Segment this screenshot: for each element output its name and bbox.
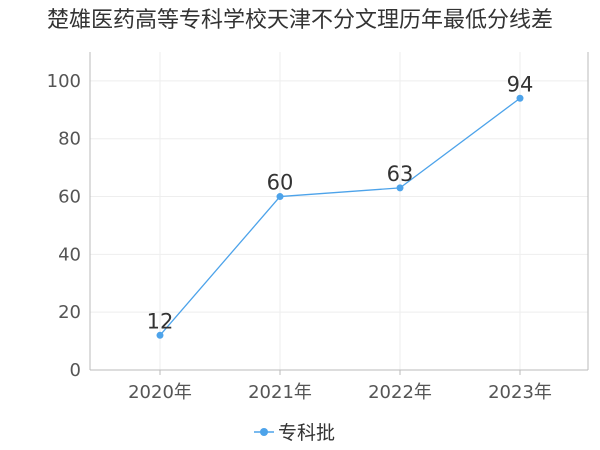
legend-label: 专科批 (278, 422, 335, 444)
data-point-0 (156, 331, 164, 339)
chart-title: 楚雄医药高等专科学校天津不分文理历年最低分线差 (47, 8, 553, 33)
y-tick-label-0: 0 (70, 360, 81, 381)
y-tick-label-2: 40 (58, 244, 81, 265)
legend-swatch-marker (260, 428, 268, 436)
x-tick-label-1: 2021年 (248, 382, 312, 403)
y-tick-label-5: 100 (47, 71, 81, 92)
axis-layer: 0 20 40 60 80 100 2020年 2021年 2022年 2023年 (47, 52, 589, 403)
data-label-0: 12 (147, 309, 174, 333)
data-label-layer: 12 60 63 94 (147, 72, 534, 333)
y-tick-label-4: 80 (58, 129, 81, 150)
y-tick-label-1: 20 (58, 302, 81, 323)
data-point-2 (396, 184, 404, 192)
data-point-1 (276, 193, 284, 201)
x-tick-label-2: 2022年 (368, 382, 432, 403)
data-point-3 (516, 94, 524, 102)
y-tick-label-3: 60 (58, 187, 81, 208)
series-line-0 (159, 97, 521, 336)
legend[interactable]: 专科批 (254, 422, 335, 444)
x-tick-label-3: 2023年 (488, 382, 552, 403)
series-layer (156, 94, 524, 339)
grid-layer (90, 52, 588, 370)
data-label-1: 60 (267, 171, 294, 195)
data-label-3: 94 (507, 72, 534, 96)
x-tick-label-0: 2020年 (128, 382, 192, 403)
data-label-2: 63 (387, 162, 414, 186)
